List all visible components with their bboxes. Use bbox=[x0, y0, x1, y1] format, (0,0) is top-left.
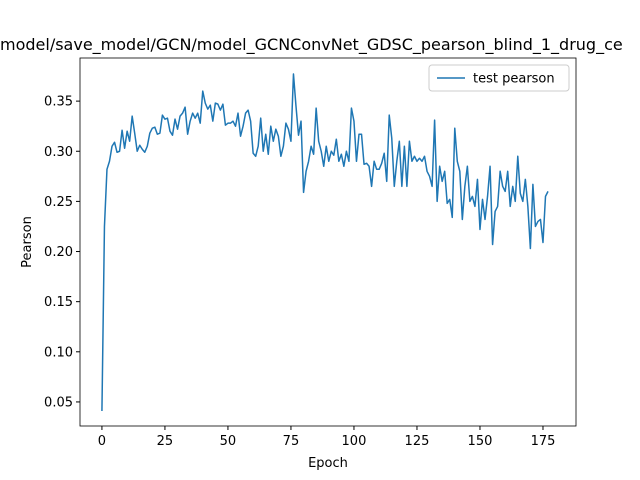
x-tick-label: 0 bbox=[98, 434, 106, 449]
y-tick-label: 0.35 bbox=[44, 95, 73, 110]
x-tick-label: 175 bbox=[531, 434, 556, 449]
legend-label: test pearson bbox=[473, 72, 555, 87]
y-tick-label: 0.25 bbox=[44, 195, 73, 210]
y-axis-label: Pearson bbox=[20, 216, 35, 268]
plot-frame bbox=[79, 57, 577, 427]
x-axis-label: Epoch bbox=[308, 456, 348, 471]
y-tick-label: 0.15 bbox=[44, 295, 73, 310]
data-line bbox=[101, 73, 549, 411]
x-tick-label: 100 bbox=[342, 434, 367, 449]
y-tick-label: 0.20 bbox=[44, 245, 73, 260]
y-tick-label: 0.10 bbox=[44, 345, 73, 360]
chart-title: model/save_model/GCN/model_GCNConvNet_GD… bbox=[0, 35, 623, 55]
x-tick-label: 50 bbox=[220, 434, 237, 449]
x-tick-label: 75 bbox=[283, 434, 300, 449]
x-tick-label: 25 bbox=[157, 434, 174, 449]
legend-box bbox=[428, 64, 570, 92]
y-tick-label: 0.05 bbox=[44, 395, 73, 410]
x-tick-label: 125 bbox=[405, 434, 430, 449]
x-tick-label: 150 bbox=[468, 434, 493, 449]
y-tick-label: 0.30 bbox=[44, 145, 73, 160]
